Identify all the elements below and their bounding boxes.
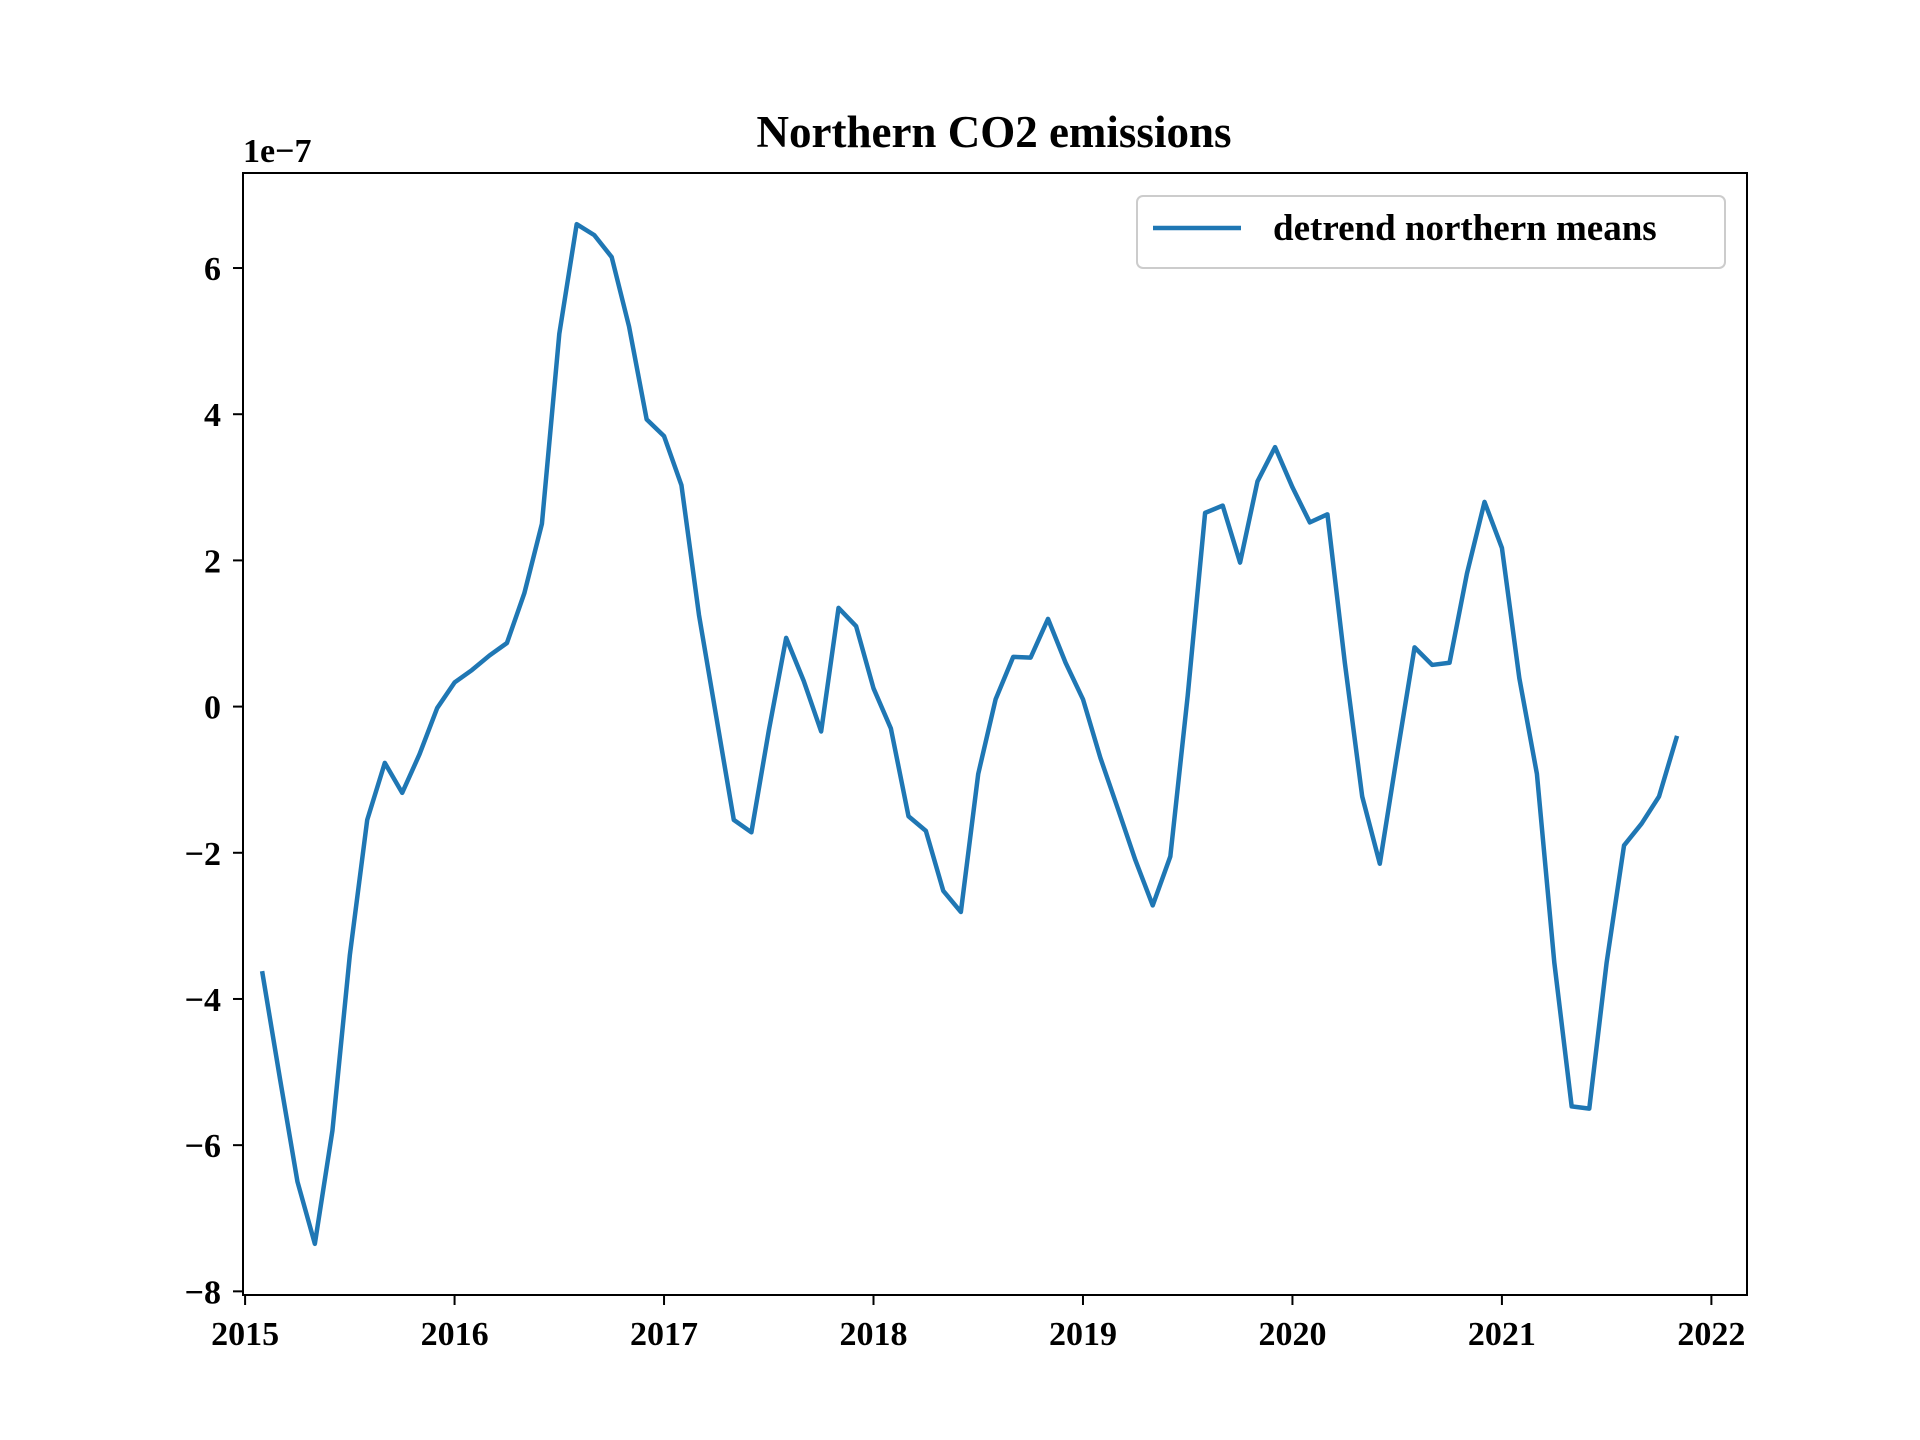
plot-frame xyxy=(242,172,1748,1296)
y-tick-label: −2 xyxy=(185,836,221,873)
y-tick-label: 6 xyxy=(204,251,221,288)
y-tick-label: −4 xyxy=(185,982,221,1019)
y-tick-label: 2 xyxy=(204,543,221,580)
y-tick-label: 4 xyxy=(204,397,221,434)
x-tick-label: 2016 xyxy=(421,1316,489,1353)
x-tick-label: 2017 xyxy=(630,1316,698,1353)
x-tick-label: 2015 xyxy=(211,1316,279,1353)
legend-box xyxy=(1136,195,1726,269)
x-axis: 2015 2016 2017 2018 2019 2020 2021 2022 xyxy=(211,1295,1745,1353)
y-tick-label: 0 xyxy=(204,690,221,727)
y-tick-label: −6 xyxy=(185,1128,221,1165)
x-tick-label: 2018 xyxy=(840,1316,908,1353)
x-tick-label: 2020 xyxy=(1258,1316,1326,1353)
x-tick-label: 2019 xyxy=(1049,1316,1117,1353)
y-tick-label: −8 xyxy=(185,1274,221,1311)
y-offset-label: 1e−7 xyxy=(243,133,311,170)
x-tick-label: 2022 xyxy=(1677,1316,1745,1353)
legend-label: detrend northern means xyxy=(1273,208,1657,249)
series-line-detrend-northern-means xyxy=(259,221,1680,1247)
y-axis: −8 −6 −4 −2 0 2 4 6 xyxy=(185,251,243,1311)
x-tick-label: 2021 xyxy=(1468,1316,1536,1353)
legend: detrend northern means xyxy=(1136,195,1726,269)
chart-title: Northern CO2 emissions xyxy=(757,107,1232,157)
